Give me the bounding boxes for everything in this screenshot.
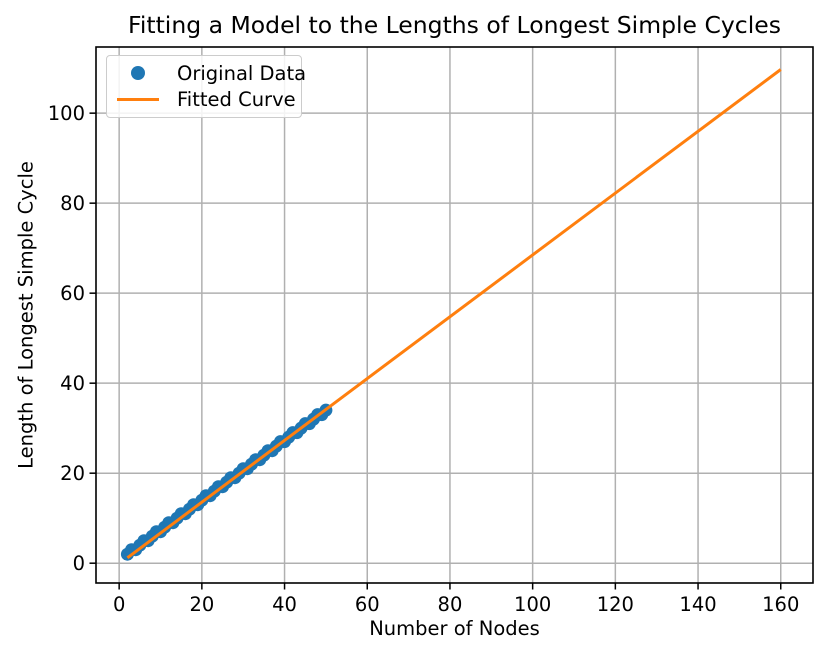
legend-item-original-data: Original Data (114, 60, 306, 86)
scatter-marker-icon (131, 66, 145, 81)
x-tick-label: 20 (189, 593, 214, 616)
x-tick-label: 140 (679, 593, 716, 616)
y-tick-label: 80 (60, 192, 85, 215)
legend-label-original-data: Original Data (177, 61, 307, 85)
y-tick-label: 20 (60, 462, 85, 485)
legend-item-fitted-curve: Fitted Curve (114, 87, 296, 113)
x-axis-label: Number of Nodes (369, 617, 540, 640)
legend-handle (114, 98, 162, 102)
y-tick-label: 100 (48, 102, 85, 125)
x-tick-label: 0 (113, 593, 125, 616)
plot-border (95, 46, 814, 584)
y-tick-label: 40 (60, 372, 85, 395)
line-marker-icon (117, 98, 159, 102)
x-tick-label: 160 (762, 593, 799, 616)
legend: Original Data Fitted Curve (106, 55, 306, 118)
y-axis-label: Length of Longest Simple Cycle (14, 161, 38, 469)
x-tick-label: 120 (597, 593, 634, 616)
chart-title: Fitting a Model to the Lengths of Longes… (128, 11, 781, 39)
x-tick-label: 80 (438, 593, 463, 616)
fitted-line (126, 68, 782, 559)
x-tick-label: 40 (272, 593, 297, 616)
legend-handle (114, 66, 162, 81)
x-tick-label: 100 (514, 593, 551, 616)
y-tick-label: 0 (73, 552, 85, 575)
legend-label-fitted-curve: Fitted Curve (177, 88, 296, 112)
y-tick-label: 60 (60, 282, 85, 305)
x-tick-label: 60 (355, 593, 380, 616)
